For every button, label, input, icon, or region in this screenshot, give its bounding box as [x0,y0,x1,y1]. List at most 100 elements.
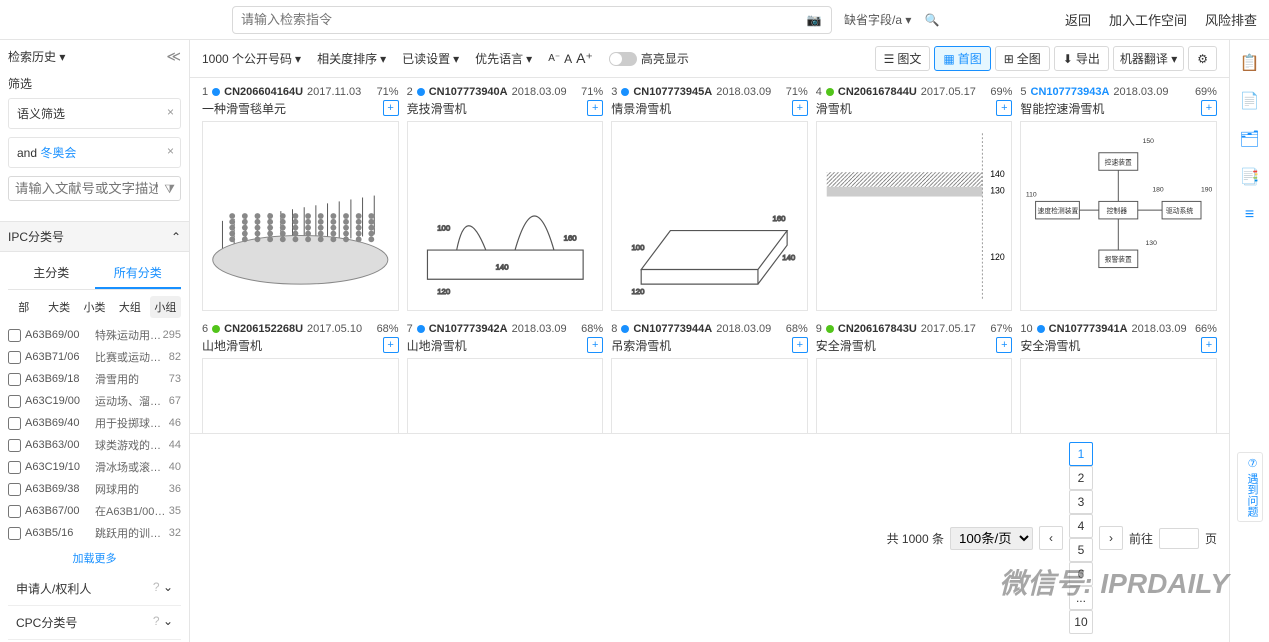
ipc-item[interactable]: A63B69/18滑雪用的73 [8,368,181,390]
view-all-img[interactable]: ⊞ 全图 [995,46,1050,71]
sidebar-section[interactable]: CPC分类号? ⌄ [8,606,181,640]
ipc-checkbox[interactable] [8,461,21,474]
search-history[interactable]: 检索历史 ▾ [8,48,65,65]
ipc-checkbox[interactable] [8,373,21,386]
ipc-checkbox[interactable] [8,395,21,408]
page-num[interactable]: 6 [1069,562,1093,586]
ipc-checkbox[interactable] [8,417,21,430]
search-icon[interactable]: 🔍 [923,11,941,29]
link-risk[interactable]: 风险排查 [1205,10,1257,29]
thumbnail[interactable]: 100140160120 [407,121,604,311]
font-smaller[interactable]: A⁻ [548,53,560,64]
link-workspace[interactable]: 加入工作空间 [1109,10,1187,29]
add-icon[interactable]: + [996,100,1012,116]
ipc-section[interactable]: IPC分类号⌃ [0,221,189,252]
rail-icon-2[interactable]: 📄 [1239,90,1261,112]
ipc-checkbox[interactable] [8,505,21,518]
thumbnail[interactable]: 100110110 [202,358,399,433]
highlight-toggle[interactable] [609,52,637,66]
result-card[interactable]: 1CN206604164U2017.11.0371% 一种滑雪毯单元+ [202,86,399,311]
patent-number[interactable]: CN206152268U [224,323,303,335]
thumbnail[interactable]: 100160140120 [816,358,1013,433]
page-num[interactable]: 5 [1069,538,1093,562]
patent-number[interactable]: CN107773943A [1031,86,1110,98]
ipc-item[interactable]: A63B69/00特殊运动用的...295 [8,324,181,346]
add-icon[interactable]: + [383,100,399,116]
collapse-icon[interactable]: ≪ [166,48,181,65]
patent-number[interactable]: CN107773944A [633,323,712,335]
result-card[interactable]: 3CN107773945A2018.03.0971% 情景滑雪机+ 100160… [611,86,808,311]
help-float[interactable]: ⑦ 遇到问题 [1237,452,1263,522]
result-card[interactable]: 7CN107773942A2018.03.0968% 山地滑雪机+ 100160… [407,323,604,433]
add-icon[interactable]: + [587,337,603,353]
page-num[interactable]: 4 [1069,514,1093,538]
scope-dropdown[interactable]: 缺省字段/a ▾ [844,11,911,28]
result-card[interactable]: 8CN107773944A2018.03.0968% 吊索滑雪机+ 100160… [611,323,808,433]
rail-icon-4[interactable]: 📑 [1239,166,1261,188]
export-button[interactable]: ⬇ 导出 [1054,46,1109,71]
page-num[interactable]: 2 [1069,466,1093,490]
next-page[interactable]: › [1099,526,1123,550]
thumbnail[interactable]: 100160140120 [407,358,604,433]
page-num[interactable]: ... [1069,586,1093,610]
ipc-item[interactable]: A63C19/10滑冰场或滚轮...40 [8,456,181,478]
patent-number[interactable]: CN107773945A [633,86,712,98]
thumbnail[interactable]: 140130120 [816,121,1013,311]
ipc-checkbox[interactable] [8,439,21,452]
add-icon[interactable]: + [792,100,808,116]
link-back[interactable]: 返回 [1065,10,1091,29]
rail-icon-1[interactable]: 📋 [1239,52,1261,74]
ipc-item[interactable]: A63B63/00球类游戏的球...44 [8,434,181,456]
ipc-checkbox[interactable] [8,483,21,496]
thumbnail[interactable]: 100160140120 [1020,358,1217,433]
thumbnail[interactable]: 控速装置控制器速度检测装置驱动系统报警装置150180190110130 [1020,121,1217,311]
ipc-item[interactable]: A63B67/00在A63B1/00至...35 [8,500,181,522]
ipc-item[interactable]: A63C19/00运动场、溜冰...67 [8,390,181,412]
add-icon[interactable]: + [1201,100,1217,116]
patent-number[interactable]: CN206167843U [838,323,917,335]
font-larger[interactable]: A⁺ [576,50,593,67]
result-card[interactable]: 4CN206167844U2017.05.1769% 滑雪机+ 14013012… [816,86,1013,311]
font-normal[interactable]: A [564,52,572,66]
page-num[interactable]: 1 [1069,442,1093,466]
add-icon[interactable]: + [587,100,603,116]
load-more[interactable]: 加载更多 [8,544,181,572]
view-text-img[interactable]: ☰ 图文 [875,46,931,71]
per-page[interactable]: 100条/页 [950,527,1033,550]
add-icon[interactable]: + [792,337,808,353]
thumbnail[interactable]: 100160140120 [611,121,808,311]
add-icon[interactable]: + [996,337,1012,353]
add-icon[interactable]: + [383,337,399,353]
result-card[interactable]: 2CN107773940A2018.03.0971% 竞技滑雪机+ 100140… [407,86,604,311]
sidebar-section[interactable]: 申请人/权利人? ⌄ [8,572,181,606]
ipc-item[interactable]: A63B5/16跳跃用的训练装...32 [8,522,181,544]
page-num[interactable]: 3 [1069,490,1093,514]
result-card[interactable]: 6CN206152268U2017.05.1068% 山地滑雪机+ 100110… [202,323,399,433]
doc-filter-input[interactable] [8,176,181,201]
view-first-img[interactable]: ▦ 首图 [934,46,990,71]
ipc-checkbox[interactable] [8,351,21,364]
translate-dropdown[interactable]: 机器翻译 ▾ [1113,46,1184,71]
lang-setting[interactable]: 优先语言 ▾ [475,50,532,67]
settings-icon[interactable]: ⚙ [1188,46,1217,71]
prev-page[interactable]: ‹ [1039,526,1063,550]
result-card[interactable]: 10CN107773941A2018.03.0966% 安全滑雪机+ 10016… [1020,323,1217,433]
search-input[interactable] [241,12,805,27]
thumbnail[interactable] [202,121,399,311]
tab-main-class[interactable]: 主分类 [8,258,95,289]
ipc-item[interactable]: A63B69/38网球用的36 [8,478,181,500]
camera-icon[interactable]: 📷 [805,11,823,29]
sort-dropdown[interactable]: 相关度排序 ▾ [317,50,386,67]
add-icon[interactable]: + [1201,337,1217,353]
search-bar[interactable]: 📷 [232,6,832,34]
ipc-item[interactable]: A63B69/40用于投掷球的...46 [8,412,181,434]
jump-input[interactable] [1159,528,1199,549]
funnel-icon[interactable]: ⧩ [164,182,175,197]
ipc-checkbox[interactable] [8,329,21,342]
read-setting[interactable]: 已读设置 ▾ [402,50,459,67]
result-card[interactable]: 5CN107773943A2018.03.0969% 智能控速滑雪机+ 控速装置… [1020,86,1217,311]
patent-number[interactable]: CN107773940A [429,86,508,98]
ipc-checkbox[interactable] [8,527,21,540]
patent-number[interactable]: CN107773941A [1049,323,1128,335]
page-num[interactable]: 10 [1069,610,1093,634]
